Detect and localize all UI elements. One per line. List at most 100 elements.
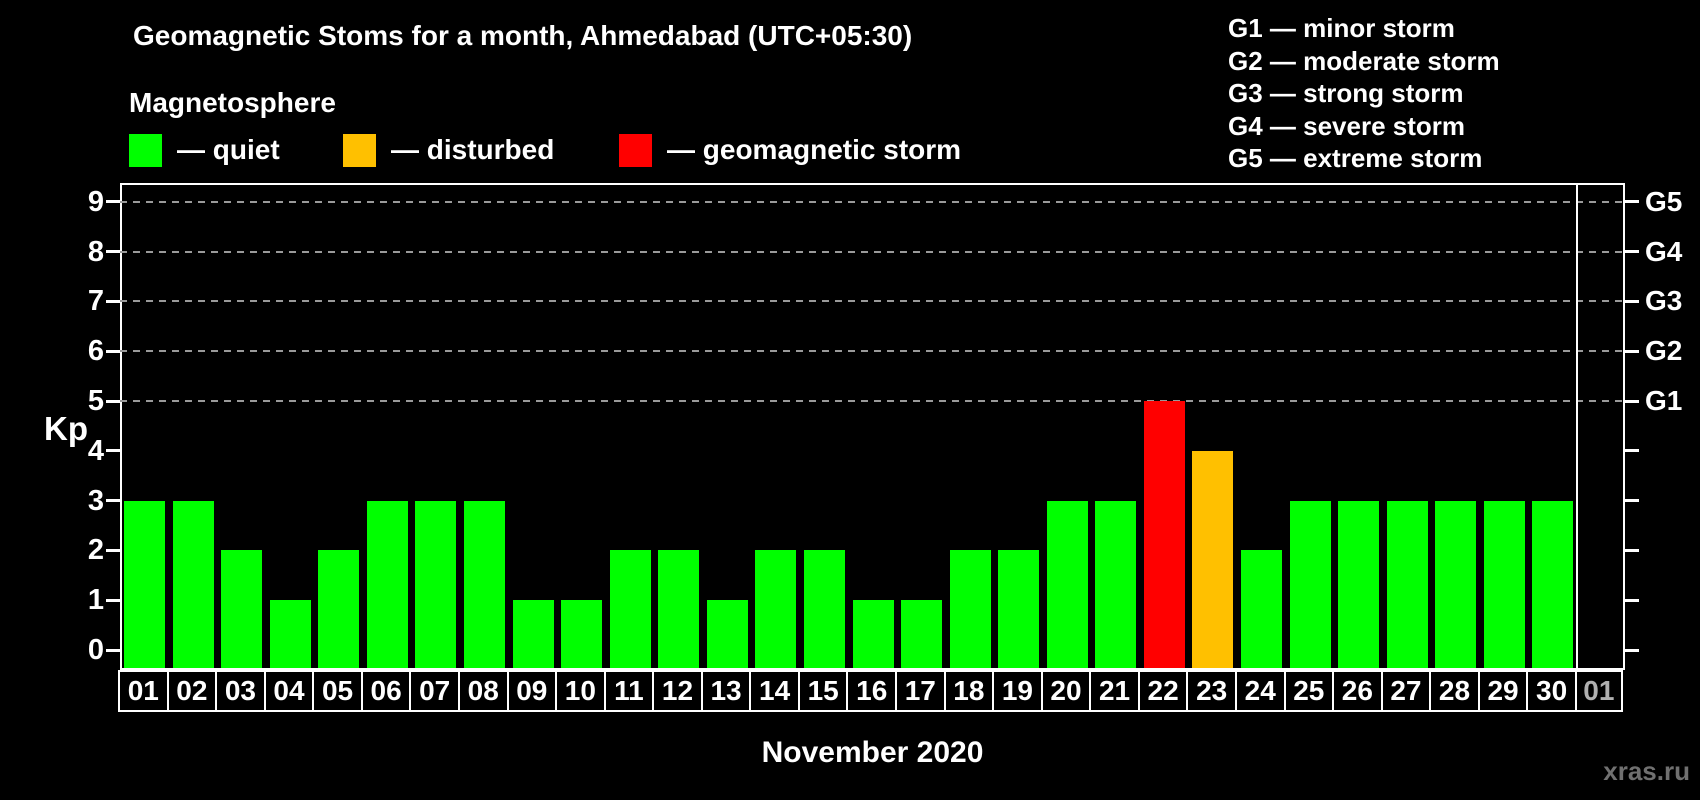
kp-bar-day-13: [706, 600, 748, 668]
g-axis-label-g1: G1: [1645, 385, 1683, 416]
day-label-next-month-01: 01: [1576, 672, 1621, 710]
left-tick-kp8: [106, 250, 120, 254]
right-tick-kp7: [1625, 299, 1639, 303]
day-label-25: 25: [1285, 672, 1333, 710]
g-legend-line-g1: G1 — minor storm: [1228, 13, 1455, 43]
right-tick-kp3: [1625, 499, 1639, 503]
day-label-24: 24: [1236, 672, 1284, 710]
kp-bar-day-23: [1192, 450, 1234, 668]
legend-item-label: — quiet: [177, 134, 280, 165]
g-axis-label-g2: G2: [1645, 335, 1683, 367]
g-legend-line-g2: G2 — moderate storm: [1228, 45, 1500, 76]
day-label-09: 09: [508, 672, 556, 710]
day-label-12: 12: [654, 672, 701, 710]
y-tick-label-1: 1: [87, 584, 104, 617]
kp-bar-day-06: [366, 500, 408, 668]
left-tick-kp3: [106, 499, 120, 503]
kp-bar-day-09: [512, 600, 554, 668]
kp-bar-day-04: [269, 600, 311, 668]
plot-area: [120, 183, 1625, 670]
left-tick-kp6: [106, 349, 120, 353]
kp-bar-day-12: [658, 550, 700, 668]
kp-bar-day-22: [1143, 401, 1185, 668]
kp-bar-day-21: [1095, 500, 1137, 668]
day-label-05: 05: [314, 672, 361, 710]
kp-bar-day-18: [949, 550, 991, 668]
day-label-02: 02: [168, 672, 216, 710]
y-tick-label-9: 9: [87, 185, 104, 218]
month-boundary-line: [1576, 183, 1578, 670]
kp-bar-day-30: [1532, 500, 1574, 668]
legend-title: Magnetosphere: [129, 87, 336, 118]
legend-item-storm: — geomagnetic storm: [619, 132, 961, 168]
kp-bar-day-11: [609, 550, 651, 668]
day-label-07: 07: [411, 672, 458, 710]
kp-bar-day-29: [1483, 500, 1525, 668]
y-axis-title: Kp: [44, 410, 88, 447]
day-label-04: 04: [265, 672, 313, 710]
day-label-21: 21: [1091, 672, 1138, 710]
right-tick-kp5: [1625, 399, 1639, 403]
y-tick-label-0: 0: [87, 634, 104, 666]
kp-bar-day-01: [124, 500, 165, 668]
kp-bar-day-08: [463, 500, 505, 668]
left-tick-kp2: [106, 548, 120, 552]
g-legend-line-g3: G3 — strong storm: [1228, 78, 1464, 108]
kp-bar-day-07: [415, 500, 457, 668]
kp-bar-day-19: [998, 550, 1040, 668]
gridline-kp5: [120, 400, 1625, 402]
kp-bar-day-20: [1046, 500, 1088, 668]
left-tick-kp9: [106, 200, 120, 204]
day-label-30: 30: [1528, 672, 1575, 710]
legend-item-disturbed: — disturbed: [343, 132, 554, 168]
day-label-28: 28: [1431, 672, 1478, 710]
y-tick-label-4: 4: [87, 434, 104, 467]
disturbed-swatch-icon: [343, 133, 376, 167]
day-label-08: 08: [459, 672, 507, 710]
kp-bar-day-10: [561, 600, 603, 668]
gridline-kp9: [120, 200, 1625, 203]
quiet-swatch-icon: [129, 133, 162, 167]
kp-bar-day-28: [1435, 500, 1477, 668]
day-label-11: 11: [605, 672, 653, 710]
x-axis-title: November 2020: [761, 736, 984, 769]
left-tick-kp1: [106, 598, 120, 602]
day-label-23: 23: [1188, 672, 1235, 710]
gridline-kp7: [120, 300, 1625, 303]
kp-bar-day-17: [901, 600, 943, 668]
day-label-29: 29: [1479, 672, 1527, 710]
day-label-10: 10: [557, 672, 604, 710]
day-label-15: 15: [799, 672, 847, 710]
left-tick-kp7: [106, 299, 120, 303]
storm-swatch-icon: [619, 133, 652, 167]
left-tick-kp5: [106, 399, 120, 403]
day-label-06: 06: [362, 672, 410, 710]
x-axis-day-labels: 01 02 03 04 05 06 07 08 09 10 11 12 13 14 15 16 17 18 19 20…: [118, 670, 1623, 712]
kp-bar-day-15: [803, 550, 845, 668]
kp-bar-day-24: [1241, 550, 1283, 668]
day-label-19: 19: [994, 672, 1041, 710]
day-label-03: 03: [217, 672, 264, 710]
kp-bar-day-27: [1386, 500, 1428, 668]
day-label-18: 18: [945, 672, 993, 710]
kp-bar-day-03: [221, 550, 263, 668]
g-axis-label-g3: G3: [1645, 285, 1683, 317]
right-tick-kp6: [1625, 349, 1639, 353]
g-legend-line-g4: G4 — severe storm: [1228, 110, 1466, 141]
right-tick-kp1: [1625, 598, 1639, 602]
kp-bar-day-14: [755, 550, 797, 668]
kp-bar-day-26: [1338, 500, 1380, 668]
day-label-13: 13: [702, 672, 750, 710]
legend-item-label: — geomagnetic storm: [667, 134, 962, 165]
day-label-27: 27: [1382, 672, 1430, 710]
y-tick-label-2: 2: [87, 534, 104, 567]
kp-bar-day-16: [852, 600, 894, 668]
g-axis-label-g4: G4: [1645, 235, 1683, 267]
y-tick-label-6: 6: [87, 335, 104, 368]
y-tick-label-3: 3: [87, 484, 104, 517]
day-label-22: 22: [1139, 672, 1187, 710]
right-tick-kp4: [1625, 449, 1639, 453]
g-legend-line-g5: G5 — extreme storm: [1228, 143, 1483, 173]
left-tick-kp0: [106, 648, 120, 652]
